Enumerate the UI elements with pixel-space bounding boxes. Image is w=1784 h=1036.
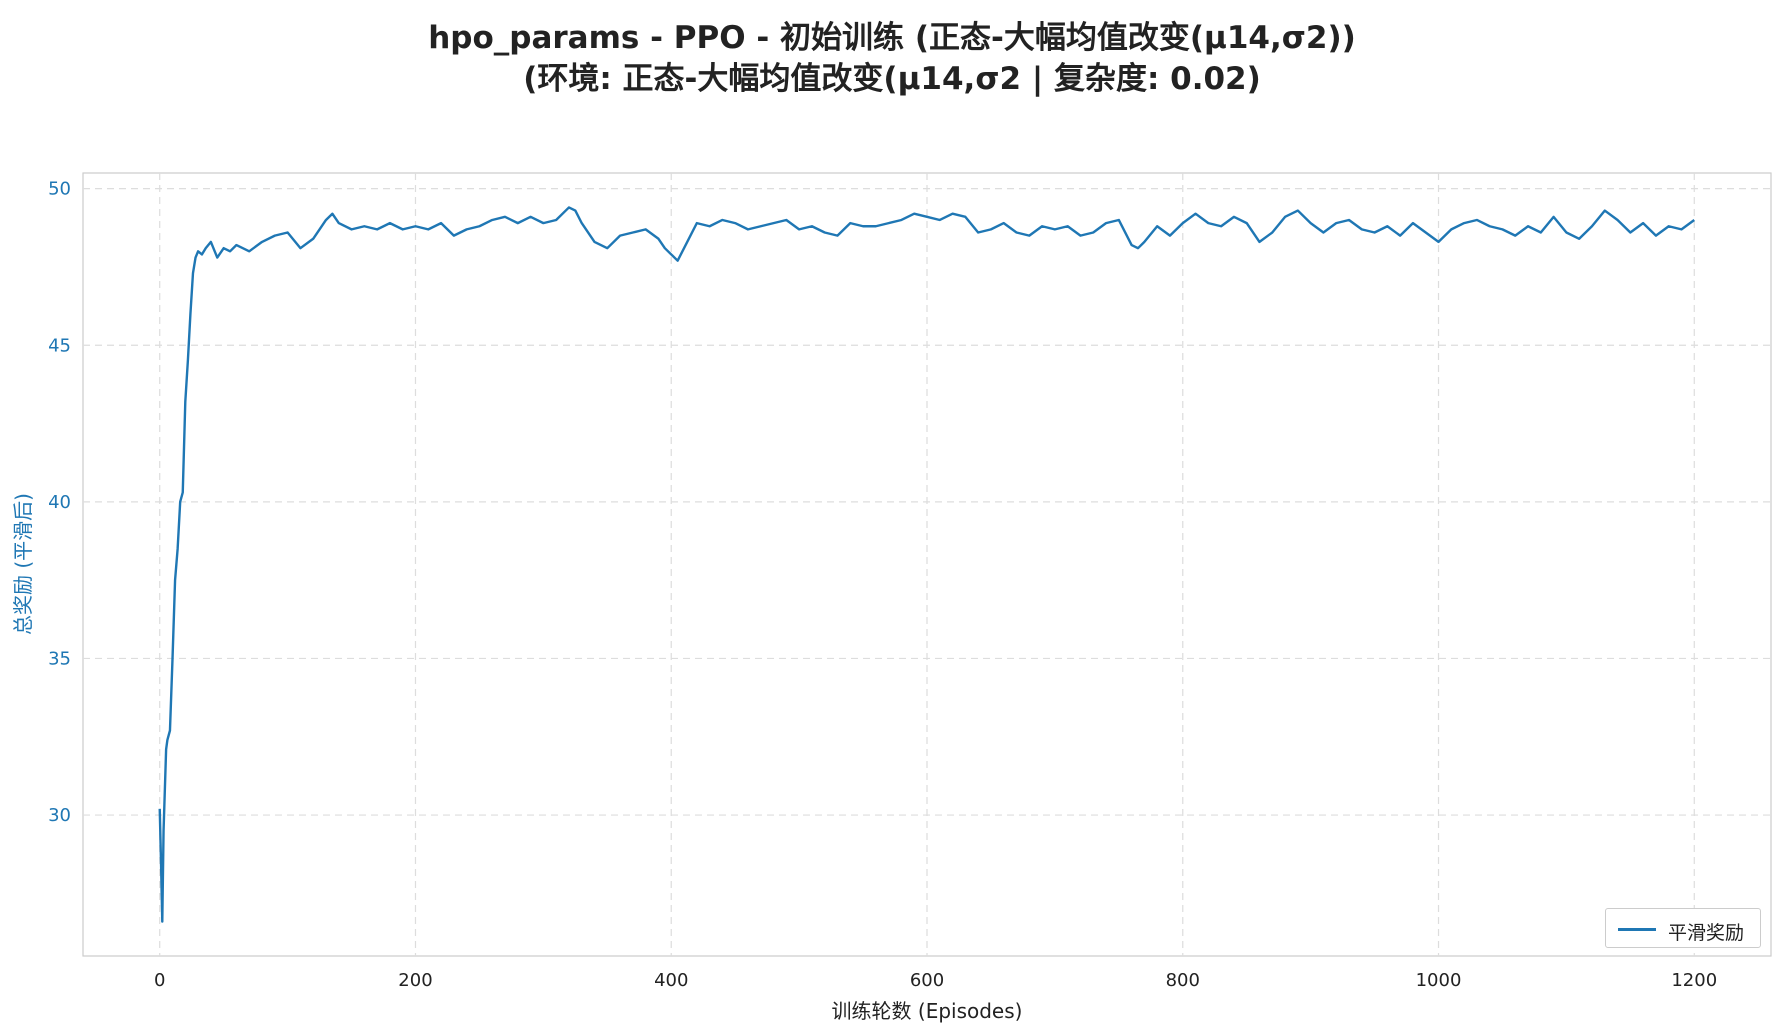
y-tick-label: 30 [48, 805, 71, 826]
legend-label: 平滑奖励 [1668, 922, 1745, 944]
y-tick-label: 40 [48, 492, 71, 513]
x-tick-label: 600 [910, 970, 944, 991]
x-tick-label: 200 [398, 970, 432, 991]
x-tick-label: 0 [154, 970, 165, 991]
series-line-smoothed-reward [158, 206, 1695, 923]
x-axis-label: 训练轮数 (Episodes) [832, 999, 1023, 1023]
legend: 平滑奖励 [1605, 908, 1761, 948]
grid [83, 173, 1771, 956]
x-tick-label: 800 [1166, 970, 1200, 991]
y-tick-label: 50 [48, 179, 71, 200]
x-tick-label: 1000 [1416, 970, 1462, 991]
chart-title-line2: (环境: 正态-大幅均值改变(μ14,σ2 | 复杂度: 0.02) [523, 61, 1261, 97]
series-group [158, 206, 1695, 923]
chart-title-line1: hpo_params - PPO - 初始训练 (正态-大幅均值改变(μ14,σ… [428, 20, 1356, 56]
y-tick-label: 45 [48, 335, 71, 356]
y-axis-label: 总奖励 (平滑后) [11, 493, 35, 635]
legend-line-swatch [1618, 928, 1656, 931]
y-tick-label: 35 [48, 648, 71, 669]
x-tick-labels: 0 200 400 600 800 1000 1200 [154, 970, 1717, 991]
x-tick-label: 400 [654, 970, 688, 991]
x-tick-label: 1200 [1671, 970, 1717, 991]
y-tick-labels: 30 35 40 45 50 [48, 179, 71, 826]
